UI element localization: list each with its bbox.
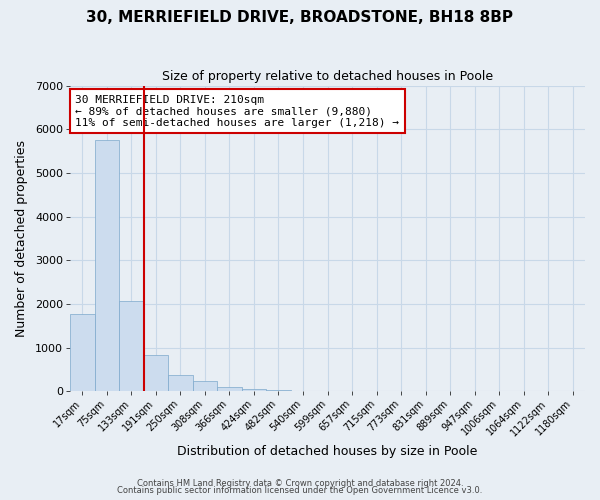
Text: 30, MERRIEFIELD DRIVE, BROADSTONE, BH18 8BP: 30, MERRIEFIELD DRIVE, BROADSTONE, BH18 … — [86, 10, 514, 25]
Bar — [143, 354, 168, 392]
Bar — [217, 386, 242, 392]
Bar — [168, 375, 193, 392]
Bar — [95, 140, 119, 392]
Bar — [193, 382, 217, 392]
Bar — [242, 389, 266, 392]
X-axis label: Distribution of detached houses by size in Poole: Distribution of detached houses by size … — [178, 444, 478, 458]
Bar — [119, 302, 143, 392]
Text: Contains HM Land Registry data © Crown copyright and database right 2024.: Contains HM Land Registry data © Crown c… — [137, 478, 463, 488]
Bar — [70, 314, 95, 392]
Title: Size of property relative to detached houses in Poole: Size of property relative to detached ho… — [162, 70, 493, 83]
Bar — [266, 390, 291, 392]
Text: 30 MERRIEFIELD DRIVE: 210sqm
← 89% of detached houses are smaller (9,880)
11% of: 30 MERRIEFIELD DRIVE: 210sqm ← 89% of de… — [75, 94, 399, 128]
Text: Contains public sector information licensed under the Open Government Licence v3: Contains public sector information licen… — [118, 486, 482, 495]
Y-axis label: Number of detached properties: Number of detached properties — [15, 140, 28, 337]
Bar — [291, 390, 315, 392]
